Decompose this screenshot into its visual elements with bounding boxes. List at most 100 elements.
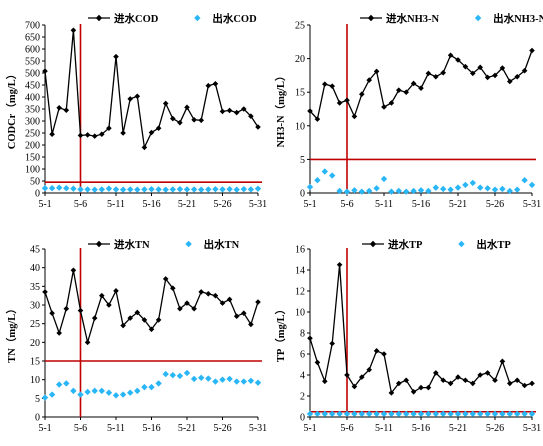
- legend-label: 进水NH3-N: [386, 12, 439, 25]
- data-point: [42, 289, 48, 295]
- data-point: [514, 73, 520, 80]
- data-point: [410, 187, 417, 195]
- data-point: [477, 372, 483, 378]
- series-influent: [307, 261, 535, 396]
- data-point: [417, 187, 425, 194]
- data-point: [418, 384, 424, 391]
- x-tick-label: 5-6: [74, 423, 87, 434]
- data-point: [233, 109, 240, 116]
- data-point: [373, 348, 380, 354]
- data-point: [148, 383, 155, 391]
- data-point: [507, 380, 513, 387]
- data-point: [477, 64, 483, 71]
- y-tick-label: 6: [300, 350, 305, 361]
- data-point: [440, 410, 447, 418]
- data-point: [212, 378, 219, 385]
- data-point: [70, 387, 77, 395]
- data-point: [63, 380, 70, 387]
- data-point: [484, 410, 491, 418]
- data-point: [395, 410, 402, 418]
- data-point: [307, 108, 313, 114]
- data-point: [403, 89, 409, 95]
- x-tick-label: 5-11: [375, 423, 393, 434]
- data-point: [255, 124, 261, 130]
- data-point: [469, 410, 476, 418]
- data-point: [343, 410, 351, 418]
- data-point: [403, 188, 410, 195]
- data-point: [432, 184, 439, 191]
- legend-label: 出水COD: [212, 12, 257, 25]
- series-line: [309, 264, 533, 395]
- y-tick-label: 45: [30, 245, 40, 256]
- data-point: [455, 374, 461, 380]
- data-point: [344, 372, 350, 378]
- y-tick-label: 10: [295, 308, 305, 319]
- data-point: [403, 377, 409, 384]
- data-point: [91, 186, 98, 193]
- y-axis-label: CODCr（mg/L）: [5, 69, 18, 150]
- legend-marker: [194, 14, 201, 22]
- data-point: [190, 186, 198, 193]
- x-tick-label: 5-31: [523, 423, 541, 434]
- legend: 进水TN 出水TN: [88, 238, 240, 251]
- data-point: [359, 91, 365, 98]
- data-point: [226, 185, 233, 193]
- data-point: [380, 410, 388, 418]
- data-point: [247, 377, 255, 384]
- x-tick-label: 5-26: [486, 423, 504, 434]
- data-point: [351, 187, 358, 194]
- y-tick-label: 5: [300, 155, 305, 166]
- data-point: [91, 133, 98, 139]
- data-point: [329, 410, 336, 418]
- data-point: [514, 410, 521, 418]
- data-point: [314, 410, 321, 418]
- data-point: [514, 186, 521, 193]
- data-point: [322, 378, 328, 385]
- data-point: [134, 387, 141, 395]
- data-point: [528, 181, 536, 189]
- data-point: [99, 131, 105, 137]
- data-point: [106, 125, 112, 131]
- legend-marker: [367, 14, 375, 22]
- y-tick-label: 650: [25, 33, 40, 44]
- data-point: [155, 380, 162, 387]
- data-point: [359, 374, 365, 380]
- y-tick-label: 14: [295, 266, 305, 277]
- data-point: [306, 183, 314, 191]
- data-point: [91, 315, 98, 321]
- y-tick-label: 25: [295, 21, 305, 32]
- data-point: [336, 187, 343, 195]
- data-point: [127, 186, 134, 193]
- data-point: [336, 410, 343, 418]
- data-point: [41, 394, 49, 401]
- x-tick-label: 5-1: [303, 423, 316, 434]
- data-point: [455, 57, 461, 63]
- data-point: [329, 340, 335, 347]
- data-point: [521, 410, 528, 418]
- data-point: [506, 410, 513, 418]
- data-point: [336, 261, 343, 268]
- x-tick-label: 5-31: [249, 199, 267, 210]
- data-point: [120, 130, 126, 136]
- data-point: [70, 267, 77, 274]
- data-point: [212, 185, 219, 193]
- data-point: [63, 185, 70, 192]
- data-point: [198, 117, 204, 124]
- data-point: [395, 187, 402, 195]
- data-point: [226, 296, 233, 303]
- legend-marker: [185, 240, 192, 248]
- data-point: [470, 70, 476, 77]
- y-tick-label: 300: [25, 117, 40, 128]
- data-point: [440, 69, 446, 76]
- y-tick-label: 5: [35, 394, 40, 405]
- data-point: [388, 390, 395, 396]
- data-point: [219, 108, 226, 115]
- data-point: [351, 410, 358, 418]
- data-point: [56, 184, 63, 191]
- data-point: [321, 168, 328, 175]
- data-point: [91, 387, 98, 395]
- data-point: [454, 410, 462, 418]
- y-tick-label: 10: [295, 121, 305, 132]
- data-point: [373, 68, 380, 75]
